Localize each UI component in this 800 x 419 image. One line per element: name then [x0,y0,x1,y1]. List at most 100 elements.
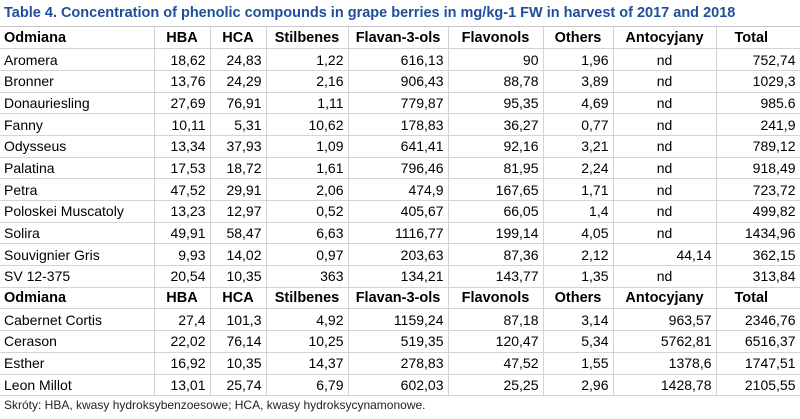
cell-others[interactable]: 4,05 [543,222,614,245]
cell-hca[interactable]: 29,91 [210,178,267,201]
cell-antocyjany[interactable]: 963,57 [613,308,717,332]
cell-flavan-3-ols[interactable]: 134,21 [348,265,449,288]
header-hca[interactable]: HCA [210,27,267,50]
cell-variety[interactable]: Poloskei Muscatoly [0,200,155,223]
cell-others[interactable]: 5,34 [543,330,614,353]
header-antocyjany[interactable]: Antocyjany [613,287,717,310]
cell-hba[interactable]: 13,23 [154,200,211,223]
cell-hba[interactable]: 22,02 [154,330,211,353]
cell-flavan-3-ols[interactable]: 1159,24 [348,308,449,332]
cell-flavan-3-ols[interactable]: 519,35 [348,330,449,353]
cell-flavan-3-ols[interactable]: 906,43 [348,70,449,93]
header-total[interactable]: Total [716,287,800,310]
cell-hba[interactable]: 13,34 [154,135,211,158]
cell-flavonols[interactable]: 92,16 [448,135,544,158]
cell-flavan-3-ols[interactable]: 641,41 [348,135,449,158]
cell-stilbenes[interactable]: 4,92 [266,308,349,332]
header-antocyjany[interactable]: Antocyjany [613,27,717,50]
cell-hba[interactable]: 27,69 [154,92,211,115]
header-stilbenes[interactable]: Stilbenes [266,287,349,310]
cell-hca[interactable]: 37,93 [210,135,267,158]
cell-hca[interactable]: 10,35 [210,352,267,375]
cell-flavan-3-ols[interactable]: 203,63 [348,243,449,267]
cell-hca[interactable]: 10,35 [210,265,267,288]
cell-antocyjany[interactable]: nd [613,265,717,288]
cell-total[interactable]: 1434,96 [716,222,800,245]
cell-stilbenes[interactable]: 6,79 [266,374,349,397]
cell-others[interactable]: 3,14 [543,308,614,332]
cell-flavan-3-ols[interactable]: 779,87 [348,92,449,115]
cell-stilbenes[interactable]: 2,16 [266,70,349,93]
cell-hca[interactable]: 12,97 [210,200,267,223]
cell-hca[interactable]: 25,74 [210,374,267,397]
cell-total[interactable]: 313,84 [716,265,800,288]
cell-others[interactable]: 1,35 [543,265,614,288]
header-hca[interactable]: HCA [210,287,267,310]
cell-variety[interactable]: Petra [0,178,155,201]
header-flavonols[interactable]: Flavonols [448,287,544,310]
cell-total[interactable]: 499,82 [716,200,800,223]
cell-flavonols[interactable]: 87,36 [448,243,544,267]
cell-others[interactable]: 0,77 [543,113,614,136]
cell-hba[interactable]: 49,91 [154,222,211,245]
cell-total[interactable]: 1747,51 [716,352,800,375]
cell-variety[interactable]: Aromera [0,48,155,71]
cell-hba[interactable]: 10,11 [154,113,211,136]
header-flavan-3-ols[interactable]: Flavan-3-ols [348,287,449,310]
cell-flavan-3-ols[interactable]: 278,83 [348,352,449,375]
cell-total[interactable]: 789,12 [716,135,800,158]
cell-others[interactable]: 2,96 [543,374,614,397]
cell-variety[interactable]: Leon Millot [0,374,155,397]
header-others[interactable]: Others [543,287,614,310]
cell-variety[interactable]: Esther [0,352,155,375]
cell-hba[interactable]: 17,53 [154,157,211,180]
header-hba[interactable]: HBA [154,287,211,310]
cell-variety[interactable]: Cerason [0,330,155,353]
header-flavan-3-ols[interactable]: Flavan-3-ols [348,27,449,50]
cell-stilbenes[interactable]: 0,97 [266,243,349,267]
cell-total[interactable]: 241,9 [716,113,800,136]
header-others[interactable]: Others [543,27,614,50]
cell-others[interactable]: 1,71 [543,178,614,201]
cell-hca[interactable]: 58,47 [210,222,267,245]
cell-variety[interactable]: Solira [0,222,155,245]
cell-variety[interactable]: Bronner [0,70,155,93]
cell-hba[interactable]: 20,54 [154,265,211,288]
cell-stilbenes[interactable]: 10,25 [266,330,349,353]
cell-others[interactable]: 2,24 [543,157,614,180]
cell-flavonols[interactable]: 81,95 [448,157,544,180]
cell-hba[interactable]: 27,4 [154,308,211,332]
cell-antocyjany[interactable]: nd [613,222,717,245]
cell-antocyjany[interactable]: nd [613,92,717,115]
cell-others[interactable]: 3,21 [543,135,614,158]
cell-variety[interactable]: Palatina [0,157,155,180]
cell-total[interactable]: 2105,55 [716,374,800,397]
header-hba[interactable]: HBA [154,27,211,50]
cell-flavan-3-ols[interactable]: 602,03 [348,374,449,397]
cell-antocyjany[interactable]: nd [613,135,717,158]
cell-flavan-3-ols[interactable]: 178,83 [348,113,449,136]
cell-hca[interactable]: 18,72 [210,157,267,180]
cell-hca[interactable]: 24,83 [210,48,267,71]
cell-hca[interactable]: 24,29 [210,70,267,93]
cell-stilbenes[interactable]: 2,06 [266,178,349,201]
header-variety[interactable]: Odmiana [0,27,155,50]
cell-stilbenes[interactable]: 1,61 [266,157,349,180]
cell-others[interactable]: 4,69 [543,92,614,115]
cell-antocyjany[interactable]: nd [613,48,717,71]
header-stilbenes[interactable]: Stilbenes [266,27,349,50]
cell-variety[interactable]: Souvignier Gris [0,243,155,267]
cell-antocyjany[interactable]: 44,14 [613,243,717,267]
cell-variety[interactable]: SV 12-375 [0,265,155,288]
cell-total[interactable]: 918,49 [716,157,800,180]
cell-flavan-3-ols[interactable]: 616,13 [348,48,449,71]
cell-total[interactable]: 362,15 [716,243,800,267]
cell-flavonols[interactable]: 47,52 [448,352,544,375]
cell-hca[interactable]: 14,02 [210,243,267,267]
header-total[interactable]: Total [716,27,800,50]
cell-others[interactable]: 1,55 [543,352,614,375]
cell-antocyjany[interactable]: nd [613,157,717,180]
cell-flavonols[interactable]: 143,77 [448,265,544,288]
cell-hca[interactable]: 76,91 [210,92,267,115]
header-variety[interactable]: Odmiana [0,287,155,310]
